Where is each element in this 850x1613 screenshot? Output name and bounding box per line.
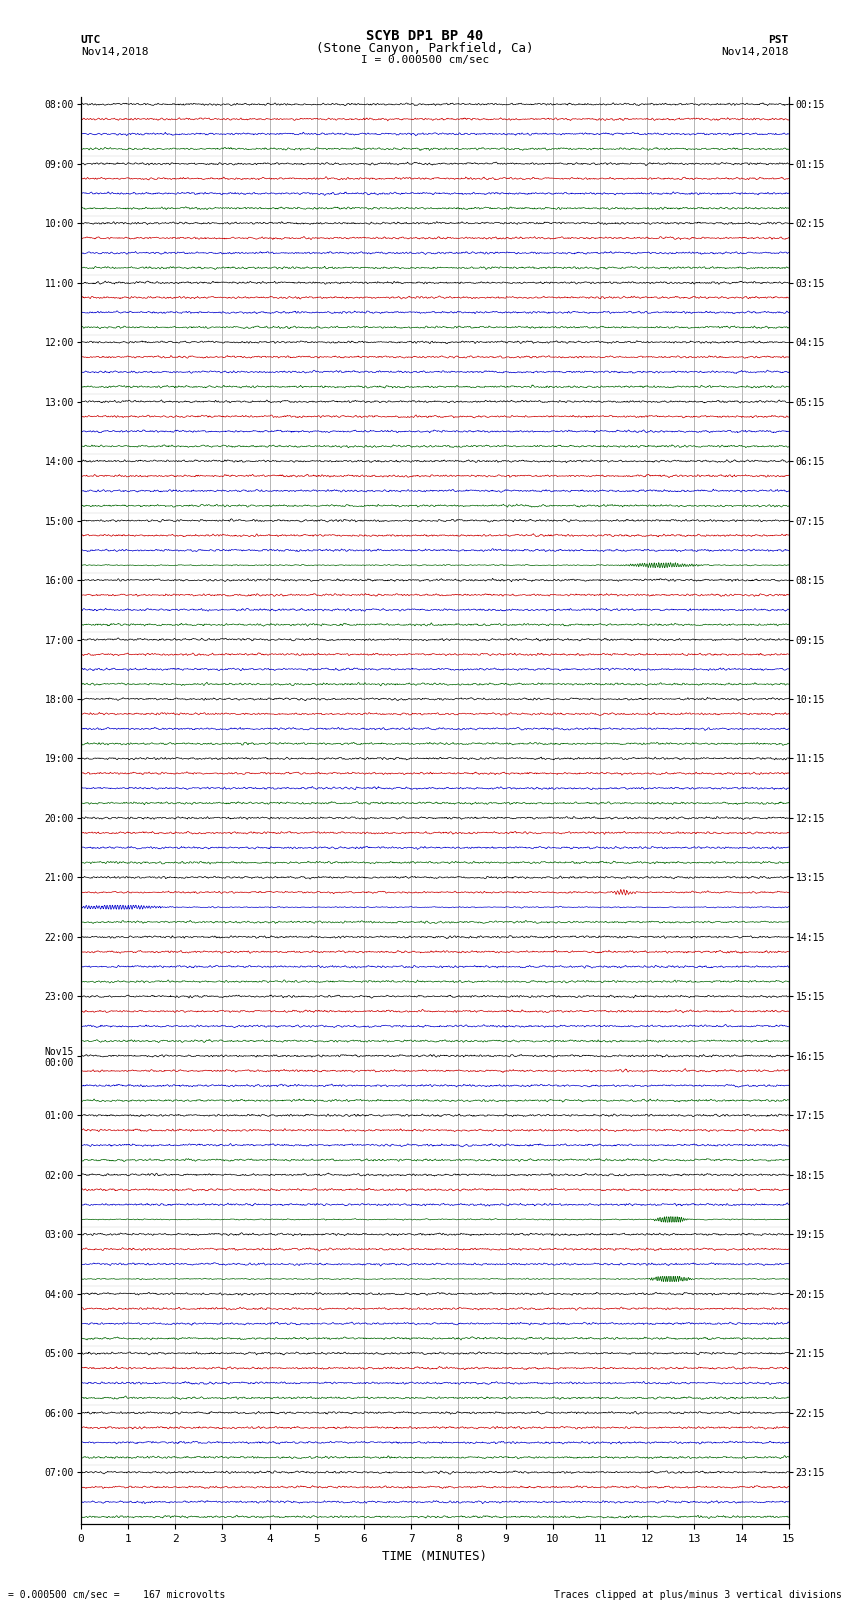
- X-axis label: TIME (MINUTES): TIME (MINUTES): [382, 1550, 487, 1563]
- Text: I = 0.000500 cm/sec: I = 0.000500 cm/sec: [361, 55, 489, 65]
- Text: SCYB DP1 BP 40: SCYB DP1 BP 40: [366, 29, 484, 44]
- Text: Traces clipped at plus/minus 3 vertical divisions: Traces clipped at plus/minus 3 vertical …: [553, 1590, 842, 1600]
- Text: UTC: UTC: [81, 35, 101, 45]
- Text: (Stone Canyon, Parkfield, Ca): (Stone Canyon, Parkfield, Ca): [316, 42, 534, 55]
- Text: Nov14,2018: Nov14,2018: [81, 47, 148, 56]
- Text: = 0.000500 cm/sec =    167 microvolts: = 0.000500 cm/sec = 167 microvolts: [8, 1590, 226, 1600]
- Text: Nov14,2018: Nov14,2018: [722, 47, 789, 56]
- Text: PST: PST: [768, 35, 789, 45]
